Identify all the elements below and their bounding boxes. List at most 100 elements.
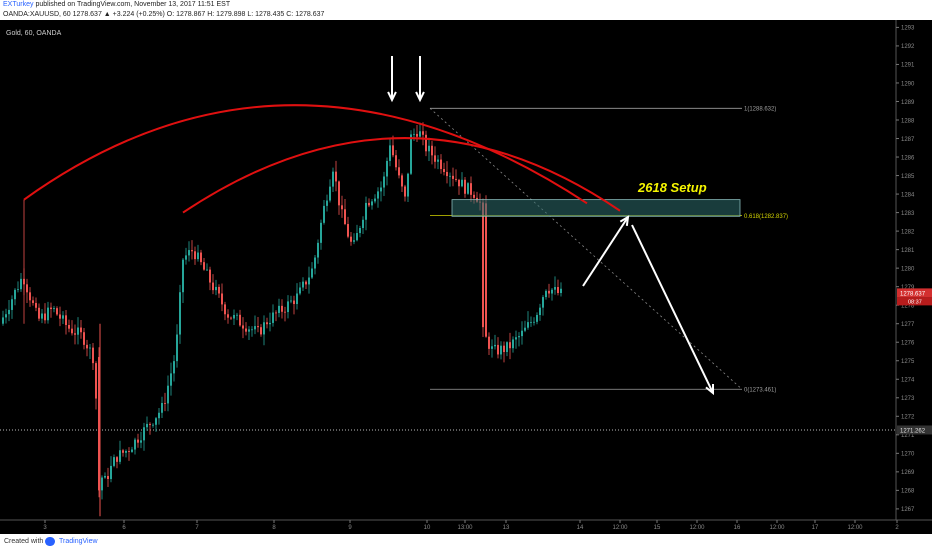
candle-body [251,329,253,331]
candle-body [104,475,106,478]
countdown-tag-bg [897,297,932,306]
candle-body [317,242,319,258]
candle-body [419,131,421,137]
candle-body [392,145,394,156]
candle-body [461,179,463,187]
time-tick-label: 2 [895,525,899,531]
candle-body [257,326,259,328]
candle-body [203,262,205,270]
price-chart[interactable]: 1(1288.632) 0.618(1282.837) 0(1273.461) 12… [0,20,932,534]
candle-body [356,233,358,241]
price-tick-label: 1290 [901,81,915,87]
candle-body [344,209,346,225]
candle-body [248,329,250,332]
candle-body [230,317,232,319]
candle-body [428,145,430,152]
candle-body [80,327,82,333]
candle-body [377,191,379,199]
time-tick-label: 13 [503,525,510,531]
candle-body [323,205,325,223]
fib-level-label: 0.618(1282.837) [744,214,788,220]
candle-body [137,439,139,443]
candle-body [314,257,316,269]
candle-body [86,344,88,349]
inner-arc-curve [182,137,621,214]
candle-body [386,160,388,177]
candle-body [188,250,190,256]
candle-body [368,202,370,206]
candle-body [521,330,523,337]
candle-body [335,171,337,182]
dotted-level-tag-bg [897,425,932,435]
author-link[interactable]: EXTurkey [3,1,34,8]
candle-body [239,314,241,326]
tradingview-brand-link[interactable]: TradingView [59,538,98,545]
price-tick-label: 1282 [901,229,915,235]
candle-body [242,325,244,329]
candle-body [245,328,247,332]
candle-body [398,167,400,176]
candle-body [260,327,262,335]
candle-body [473,194,475,198]
time-tick-label: 14 [577,525,584,531]
time-tick-label: 12:00 [847,525,863,531]
candle-body [275,312,277,314]
outer-arc-curve [23,104,588,205]
price-tick-label: 1275 [901,359,915,365]
candle-body [374,198,376,202]
candle-body [218,286,220,294]
candle-body [452,175,454,179]
candle-body [212,282,214,291]
candle-body [446,171,448,177]
price-axis: 1267 1268 1269 1270 1271 1272 1273 1274 1275 1276… [895,20,932,520]
candle-body [122,450,124,453]
candle-body [176,334,178,362]
candle-body [383,176,385,188]
candle-body [494,344,496,347]
candle-body [464,179,466,194]
candle-body [455,178,457,180]
candle-body [11,299,13,310]
candle-body [467,183,469,194]
candle-body [299,287,301,294]
candle-body [326,200,328,206]
time-tick-label: 6 [122,525,126,531]
candle-body [425,134,427,152]
footer: Created with TradingView [0,534,932,550]
price-tick-label: 1281 [901,248,915,254]
chart-area[interactable]: 1(1288.632) 0.618(1282.837) 0(1273.461) 12… [0,20,932,534]
time-axis: 3 6 7 8 9 10 13:00 13 14 12:00 15 12:00 16 12:00 17 12:… [0,519,932,531]
candle-body [44,313,46,321]
candle-body [47,307,49,321]
candle-body [158,412,160,419]
candle-body [50,307,52,310]
price-tick-label: 1274 [901,378,915,384]
candle-body [329,186,331,201]
candle-body [209,269,211,283]
price-tick-label: 1271 [901,433,915,439]
price-tick-label: 1286 [901,155,915,161]
candle-body [389,145,391,161]
price-tick-label: 1284 [901,192,915,198]
candle-body [155,418,157,425]
candle-body [416,133,418,137]
candle-body [539,307,541,316]
price-tick-label: 1272 [901,415,915,421]
fib-level-label: 0(1273.461) [744,388,776,394]
candle-body [128,451,130,452]
candle-body [506,342,508,353]
candle-body [404,186,406,197]
candle-body [68,324,70,329]
candle-body [380,187,382,192]
candle-body [413,133,415,135]
candle-body [125,451,127,453]
candle-body [17,289,19,290]
publish-info: published on TradingView.com, November 1… [35,1,231,8]
time-tick-label: 9 [348,525,352,531]
candle-body [197,252,199,260]
candle-body [8,309,10,315]
candle-body [236,314,238,316]
candle-body [272,312,274,323]
candle-body [92,347,94,364]
candle-body [512,339,514,349]
